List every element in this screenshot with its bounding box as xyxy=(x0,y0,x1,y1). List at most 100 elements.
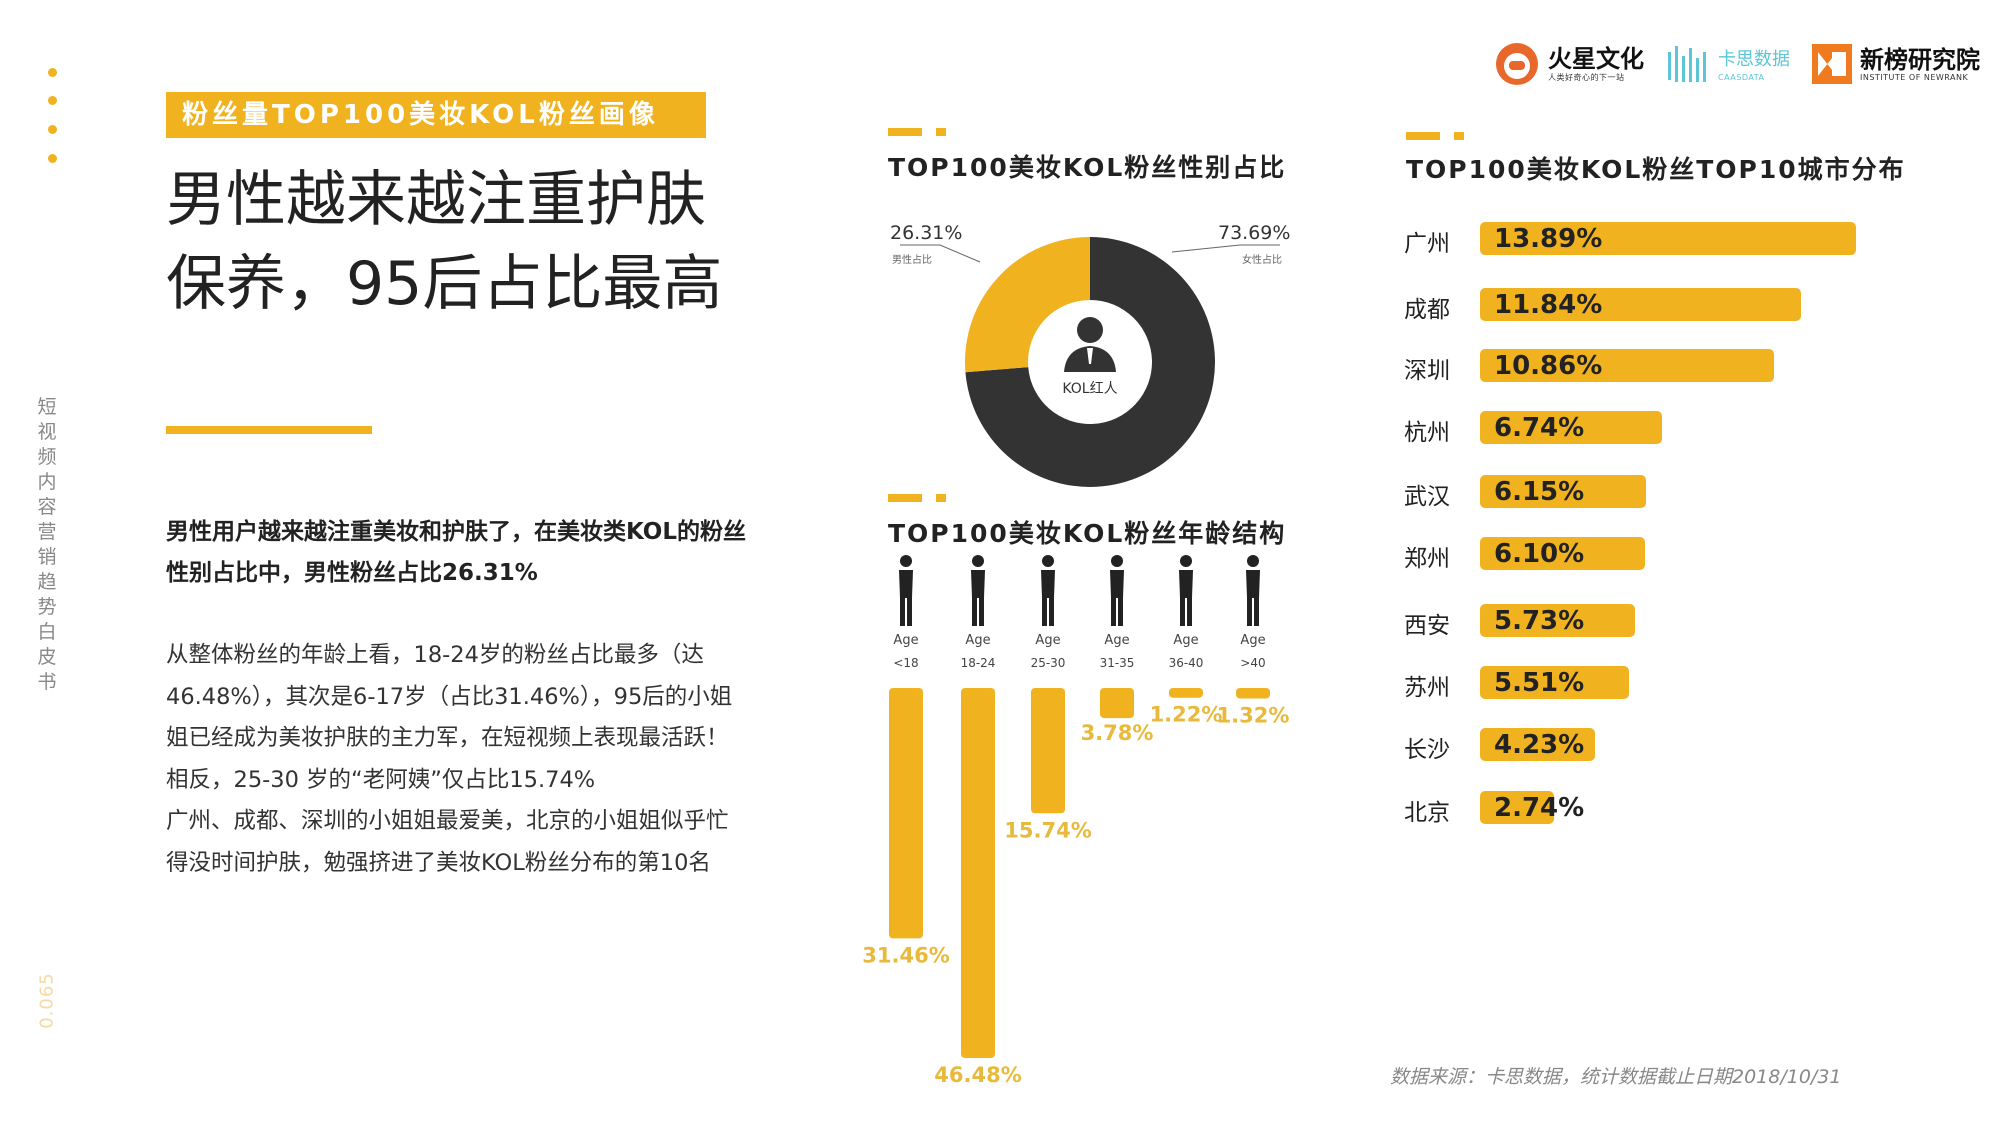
city-row: 长沙 4.23% xyxy=(1404,728,1924,763)
city-name-label: 成都 xyxy=(1404,297,1450,323)
age-prefix-label: Age xyxy=(1035,633,1060,648)
city-name-label: 深圳 xyxy=(1404,358,1450,384)
age-prefix-label: Age xyxy=(1240,633,1265,648)
male-legend-label: 男性占比 xyxy=(892,255,932,266)
gender-chart-title: TOP100美妆KOL粉丝性别占比 xyxy=(888,153,1287,182)
age-value-label: 3.78% xyxy=(1081,721,1154,745)
city-row: 广州 13.89% xyxy=(1404,222,1924,257)
body-paragraph: 从整体粉丝的年龄上看，18-24岁的粉丝占比最多（达46.48%），其次是6-1… xyxy=(166,635,746,884)
person-silhouette-icon xyxy=(1246,555,1260,626)
lead-paragraph: 男性用户越来越注重美妆和护肤了，在美妆类KOL的粉丝性别占比中，男性粉丝占比26… xyxy=(166,519,746,586)
kasi-logo-name: 卡思数据 xyxy=(1718,48,1790,70)
city-bar xyxy=(1480,349,1774,382)
city-bar xyxy=(1480,537,1646,570)
age-category-label: 31-35 xyxy=(1100,656,1135,670)
decor-dot xyxy=(48,125,57,134)
city-bar xyxy=(1480,666,1630,699)
age-value-label: 46.48% xyxy=(934,1063,1021,1087)
city-name-label: 北京 xyxy=(1404,800,1450,826)
vertical-report-title: 短视频内容营销趋势白皮书 xyxy=(37,396,57,693)
age-chart-title: TOP100美妆KOL粉丝年龄结构 xyxy=(888,519,1287,548)
city-row: 深圳 10.86% xyxy=(1404,349,1924,384)
age-bar xyxy=(889,688,923,939)
male-leader-line xyxy=(900,244,981,263)
title-marker xyxy=(1406,132,1466,140)
partner-logos: 火星文化 人类好奇心的下一站 卡思数据 CAASDATA 新榜研究院 INSTI… xyxy=(1494,36,1980,92)
accent-divider xyxy=(166,426,372,434)
age-bar-chart: Age <18 31.46% Age 18-24 46.48% Age 25-30 15.74%… xyxy=(862,555,1290,1087)
huoxing-logo: 火星文化 人类好奇心的下一站 xyxy=(1494,41,1644,87)
title-marker xyxy=(888,128,948,136)
city-name-label: 郑州 xyxy=(1404,546,1450,572)
person-silhouette-icon xyxy=(1041,555,1055,626)
kasi-logo: 卡思数据 CAASDATA xyxy=(1666,42,1790,86)
person-silhouette-icon xyxy=(899,555,913,626)
city-bar xyxy=(1480,604,1636,637)
decor-dot xyxy=(48,154,57,163)
city-value-label: 4.23% xyxy=(1494,730,1585,760)
city-value-label: 5.73% xyxy=(1494,606,1585,636)
person-silhouette-icon xyxy=(1179,555,1193,626)
city-value-label: 2.74% xyxy=(1494,793,1585,823)
person-silhouette-icon xyxy=(1110,555,1124,626)
headline-line-1: 男性越来越注重护肤 xyxy=(166,165,706,235)
xinbang-logo-tagline: INSTITUTE OF NEWRANK xyxy=(1860,72,1969,82)
age-value-label: 31.46% xyxy=(862,943,949,967)
pie-slice-female xyxy=(965,237,1215,487)
huoxing-logo-tagline: 人类好奇心的下一站 xyxy=(1548,72,1625,82)
xinbang-logo-icon xyxy=(1812,44,1852,84)
city-name-label: 长沙 xyxy=(1404,737,1450,763)
age-bar xyxy=(961,688,995,1058)
age-category-label: >40 xyxy=(1240,656,1265,670)
age-prefix-label: Age xyxy=(965,633,990,648)
city-row: 苏州 5.51% xyxy=(1404,666,1924,701)
city-bar xyxy=(1480,222,1856,255)
city-value-label: 10.86% xyxy=(1494,351,1603,381)
age-value-label: 1.32% xyxy=(1217,704,1290,728)
pie-center-label: KOL红人 xyxy=(1062,381,1117,397)
xinbang-logo: 新榜研究院 INSTITUTE OF NEWRANK xyxy=(1812,44,1980,84)
age-bar xyxy=(1100,688,1134,719)
city-name-label: 苏州 xyxy=(1404,675,1450,701)
city-name-label: 武汉 xyxy=(1404,484,1450,510)
city-bar xyxy=(1480,411,1663,444)
city-bar xyxy=(1480,288,1801,321)
city-value-label: 6.15% xyxy=(1494,477,1585,507)
kasi-logo-tagline: CAASDATA xyxy=(1718,72,1765,82)
city-bar xyxy=(1480,791,1555,824)
city-bar xyxy=(1480,728,1595,761)
pie-slice-male xyxy=(965,237,1090,373)
city-row: 西安 5.73% xyxy=(1404,604,1924,639)
age-value-label: 15.74% xyxy=(1004,818,1091,842)
city-value-label: 13.89% xyxy=(1494,224,1603,254)
city-value-label: 5.51% xyxy=(1494,668,1585,698)
female-leader-line xyxy=(1171,244,1280,253)
xinbang-logo-name: 新榜研究院 xyxy=(1860,45,1980,74)
body-paragraph-2: 广州、成都、深圳的小姐姐最爱美，北京的小姐姐似乎忙得没时间护肤，勉强挤进了美妆K… xyxy=(166,808,729,876)
person-icon xyxy=(1064,317,1116,372)
city-name-label: 广州 xyxy=(1404,231,1450,257)
age-prefix-label: Age xyxy=(1104,633,1129,648)
age-prefix-label: Age xyxy=(893,633,918,648)
age-bar xyxy=(1236,688,1270,699)
age-category-label: 25-30 xyxy=(1031,656,1066,670)
page-title: 男性越来越注重护肤 保养，95后占比最高 xyxy=(166,158,786,326)
city-row: 郑州 6.10% xyxy=(1404,537,1924,572)
gender-donut-chart: KOL红人 xyxy=(900,237,1280,487)
kasi-logo-icon xyxy=(1668,46,1706,82)
city-value-label: 6.74% xyxy=(1494,413,1585,443)
male-value-label: 26.31% xyxy=(890,222,963,244)
body-paragraph-1: 从整体粉丝的年龄上看，18-24岁的粉丝占比最多（达46.48%），其次是6-1… xyxy=(166,642,733,793)
city-name-label: 杭州 xyxy=(1404,420,1450,446)
decor-dot xyxy=(48,96,57,105)
city-chart-title: TOP100美妆KOL粉丝TOP10城市分布 xyxy=(1406,155,1906,184)
city-name-label: 西安 xyxy=(1404,613,1450,639)
age-prefix-label: Age xyxy=(1173,633,1198,648)
headline-line-2: 保养，95后占比最高 xyxy=(166,249,723,319)
age-value-label: 1.22% xyxy=(1150,703,1223,727)
city-row: 杭州 6.74% xyxy=(1404,411,1924,446)
age-category-label: 18-24 xyxy=(961,656,996,670)
section-tag: 粉丝量TOP100美妆KOL粉丝画像 xyxy=(166,92,706,138)
decor-dot xyxy=(48,68,57,77)
age-bar xyxy=(1169,688,1203,698)
